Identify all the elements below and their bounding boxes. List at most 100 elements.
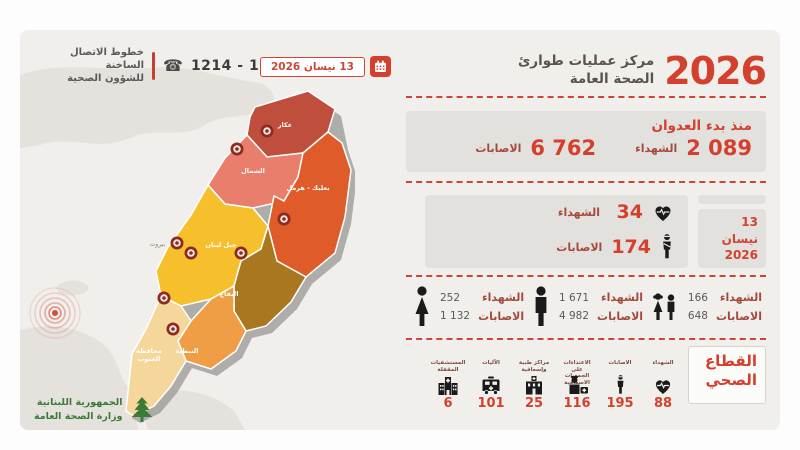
sector-label: الاصابات	[608, 360, 632, 366]
sector-value: 88	[653, 396, 673, 411]
men-group: الشهداء الاصابات 1 671 4 982	[531, 280, 643, 334]
date-badge-text: 13 نيسان 2026	[260, 56, 365, 77]
dashed-separator	[406, 275, 766, 277]
cedar-icon	[131, 397, 152, 423]
lebanon-map: عكار الشمال بعلبك - هرمل جبل لبنان البقا…	[125, 90, 355, 423]
demographics-row: الشهداء الاصابات 166 648 الشهداء الاصابا…	[406, 280, 766, 334]
empty-box	[698, 195, 766, 205]
injured-person-icon	[663, 234, 671, 259]
sector-value: 25	[524, 396, 544, 411]
children-icon	[653, 293, 675, 320]
since-aggression-title: منذ بدء العدوان	[651, 118, 753, 134]
dashed-separator	[406, 338, 766, 340]
sector-item-medical-centers: مراكز طبية وإسعافية 25	[516, 346, 552, 410]
epicenter-icon	[29, 287, 81, 339]
men-martyrs-label: الشهداء	[600, 291, 644, 304]
infographic-card: عكار الشمال بعلبك - هرمل جبل لبنان البقا…	[20, 30, 780, 430]
date-badge: 13 نيسان 2026	[260, 56, 391, 77]
children-martyrs-value: 166	[687, 292, 708, 304]
women-martyrs-label: الشهداء	[482, 291, 525, 304]
children-injuries-label: الاصابات	[715, 310, 762, 323]
women-injuries-value: 1 132	[440, 310, 471, 322]
children-martyrs-label: الشهداء	[719, 291, 762, 304]
label-akkar: عكار	[277, 121, 292, 129]
daily-date-column: 13 نيسان 2026	[698, 195, 766, 268]
dashed-separator	[406, 96, 766, 98]
daily-stats-box: 34 الشهداء 174 الاصابات	[425, 195, 688, 268]
total-injuries-value: 6 762	[530, 136, 597, 160]
hospital-icon	[438, 377, 458, 395]
sector-value: 195	[606, 396, 634, 411]
gov-line2: وزارة الصحة العامة	[34, 411, 123, 422]
daily-date-line2: 2026	[724, 247, 758, 262]
gov-line1: الجمهورية اللبنانية	[36, 397, 123, 409]
total-martyrs-label: الشهداء	[635, 142, 678, 155]
ministry-logo: الجمهورية اللبنانية وزارة الصحة العامة	[34, 396, 155, 424]
page-title-line2: الصحة العامة	[569, 71, 655, 87]
label-beqaa: البقاع	[220, 290, 239, 298]
man-icon	[535, 286, 547, 326]
sector-value: 116	[563, 396, 591, 411]
sector-item-hospitals: المستشفيات المقفلة 6	[430, 346, 466, 410]
phone-icon: ☎	[163, 56, 183, 75]
sector-label: الشهداء	[652, 360, 674, 366]
region-north	[207, 133, 304, 209]
children-group: الشهداء الاصابات 166 648	[650, 280, 762, 334]
dashed-separator	[406, 181, 766, 183]
total-injuries-label: الاصابات	[475, 142, 522, 155]
calendar-icon	[370, 56, 391, 77]
women-martyrs-value: 252	[440, 292, 461, 304]
heart-icon	[655, 206, 671, 221]
sector-item-martyrs: الشهداء 88	[645, 346, 681, 410]
heart-icon	[655, 380, 671, 394]
paramedic-icon	[569, 376, 588, 394]
sector-label: مراكز طبية	[518, 360, 550, 366]
label-north: الشمال	[241, 167, 265, 175]
daily-stats-row: 34 الشهداء 174 الاصابات 13 نيسان 2026	[406, 195, 766, 268]
hotline-block: خطوط الاتصال الساخنة للشؤون الصحية ☎ 121…	[48, 46, 290, 85]
sector-label: الآليات	[482, 360, 500, 366]
men-martyrs-value: 1 671	[558, 292, 590, 304]
daily-date-line1: 13 نيسان	[721, 215, 758, 246]
page-title-line1: مركز عمليات طوارئ	[517, 53, 655, 70]
men-injuries-value: 4 982	[558, 310, 590, 322]
hotline-label-1: خطوط الاتصال الساخنة	[70, 47, 144, 71]
daily-martyrs-label: الشهداء	[557, 206, 600, 219]
sector-label: المقفلة	[437, 366, 459, 373]
sector-item-injuries: الاصابات 195	[602, 346, 638, 410]
sector-label: الاعتداءات على	[563, 360, 591, 373]
label-baalbek-hermel: بعلبك - هرمل	[286, 184, 329, 192]
cyprus-shape	[56, 280, 89, 296]
sector-value: 101	[477, 396, 505, 411]
woman-icon	[415, 286, 429, 326]
divider-bar	[152, 51, 155, 80]
sector-title-line1: القطاع	[704, 352, 757, 370]
women-group: الشهداء الاصابات 252 1 132	[412, 280, 524, 334]
sector-label: وإسعافية	[521, 366, 547, 373]
children-injuries-value: 648	[687, 310, 708, 322]
label-nabatieh: النبطية	[176, 347, 199, 355]
since-aggression-box: منذ بدء العدوان 2 089 الشهداء 6 762 الاص…	[406, 111, 766, 172]
women-injuries-label: الاصابات	[478, 310, 525, 323]
label-mount-lebanon: جبل لبنان	[205, 241, 236, 249]
sector-item-attacks: الاعتداءات علىالجمعيات الاسعافية 116	[559, 346, 595, 410]
medical-center-icon	[526, 376, 542, 395]
daily-injuries-label: الاصابات	[556, 240, 603, 254]
label-south-1: محافظة	[136, 347, 162, 355]
ambulance-icon	[482, 376, 500, 395]
hotline-label-2: للشؤون الصحية	[67, 73, 144, 84]
health-sector-title-box: القطاع الصحي	[688, 346, 766, 404]
total-martyrs-value: 2 089	[686, 136, 752, 160]
year-title: 2026	[664, 49, 767, 93]
strike-markers	[157, 124, 291, 336]
sector-label: المستشفيات	[430, 360, 466, 366]
label-south-2: الجنوب	[138, 355, 161, 363]
sector-value: 6	[443, 396, 453, 411]
men-injuries-label: الاصابات	[597, 310, 644, 323]
sector-title-line2: الصحي	[705, 370, 757, 389]
daily-martyrs-value: 34	[616, 201, 643, 223]
injured-person-icon	[617, 375, 623, 394]
daily-injuries-value: 174	[611, 235, 651, 258]
daily-date-box: 13 نيسان 2026	[698, 209, 766, 268]
sector-item-vehicles: الآليات 101	[473, 346, 509, 410]
